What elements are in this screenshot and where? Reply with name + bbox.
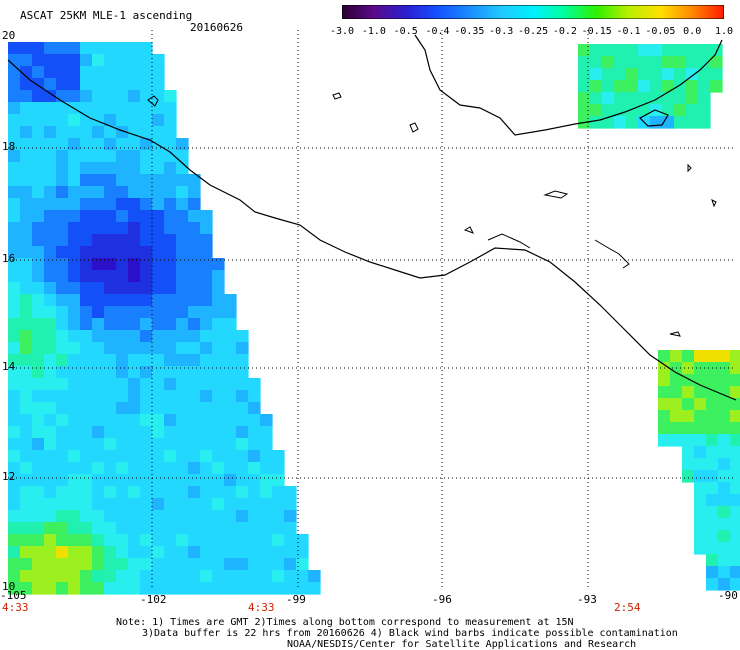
colorbar-label: -0.05: [645, 26, 676, 37]
colorbar-label: -0.15: [581, 26, 612, 37]
colorbar-label: 1.0: [715, 26, 734, 37]
colorbar-label: -0.3: [489, 26, 514, 37]
lat-label-16: 16: [2, 252, 16, 265]
note-line-3: NOAA/NESDIS/Center for Satellite Applica…: [287, 639, 637, 650]
pass-time-3: 2:54: [614, 601, 641, 614]
colorbar-label: -3.0: [330, 26, 355, 37]
lat-label-14: 14: [2, 360, 16, 373]
lat-label-20: 20: [2, 29, 16, 42]
mle-swath-data: [8, 42, 740, 595]
islands: [147, 92, 717, 337]
colorbar-label: -1.0: [361, 26, 386, 37]
colorbar-label: 0.0: [683, 26, 702, 37]
lon-label-105: -105: [0, 589, 27, 602]
lat-label-18: 18: [2, 140, 16, 153]
colorbar-label: -0.4: [425, 26, 450, 37]
colorbar-label: -0.2: [552, 26, 577, 37]
map-date: 20160626: [190, 21, 243, 34]
lon-label-96: -96: [432, 593, 452, 606]
colorbar-label: -0.35: [454, 26, 485, 37]
colorbar-label: -0.5: [393, 26, 418, 37]
lon-label-90: -90: [718, 589, 738, 602]
lat-label-12: 12: [2, 470, 16, 483]
colorbar-label: -0.1: [616, 26, 641, 37]
lat-lon-grid: [8, 30, 736, 588]
pass-time-1: 4:33: [2, 601, 29, 614]
colorbar-gradient: [342, 5, 724, 19]
map-title: ASCAT 25KM MLE-1 ascending: [20, 9, 193, 22]
lon-label-93: -93: [577, 593, 597, 606]
lat-label-10: 10: [2, 580, 16, 593]
colorbar-label: -0.25: [518, 26, 549, 37]
note-line-1: Note: 1) Times are GMT 2)Times along bot…: [116, 617, 574, 628]
lon-label-99: -99: [286, 593, 306, 606]
lon-label-102: -102: [140, 593, 167, 606]
coastline: [7, 34, 737, 401]
note-line-2: 3)Data buffer is 22 hrs from 20160626 4)…: [142, 628, 678, 639]
colorbar: [342, 5, 724, 19]
pass-time-2: 4:33: [248, 601, 275, 614]
